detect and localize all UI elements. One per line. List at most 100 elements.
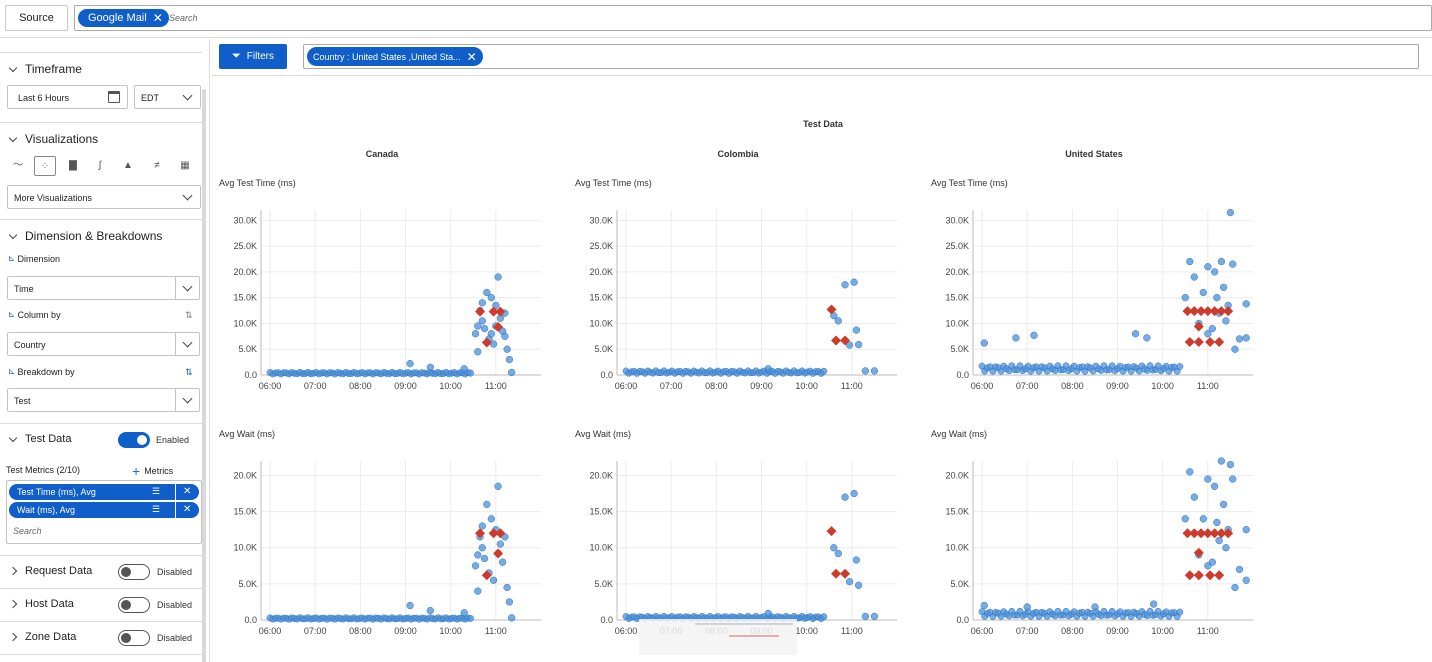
y-tick-label: 25.0K [589,241,613,251]
average-marker [1182,528,1193,539]
filter-input[interactable]: Country : United States ,United Sta... ✕ [303,44,1419,69]
data-point [1242,576,1250,584]
data-point [1131,330,1140,338]
visualizations-header[interactable]: Visualizations [8,132,98,146]
source-button[interactable]: Source [5,5,68,31]
data-point [503,583,511,592]
metrics-search-input[interactable]: Search [13,526,42,536]
filters-button[interactable]: ⏷ Filters [219,44,287,69]
data-point [1204,330,1212,338]
data-point [861,612,870,621]
more-visualizations-select[interactable]: More Visualizations [7,185,201,209]
y-tick-label: 0.0 [600,370,613,380]
close-icon[interactable]: ✕ [152,11,163,25]
data-point [834,317,842,325]
column-title: Colombia [717,149,759,159]
data-point [471,330,480,338]
data-point [841,493,849,501]
close-icon[interactable]: ✕ [466,49,477,64]
request-data-toggle[interactable] [118,564,150,580]
column-by-select[interactable]: Country [7,332,200,356]
minimap-thumbnail[interactable] [639,619,797,655]
bar-chart-icon[interactable]: ▇ [69,160,77,171]
stack-chart-icon[interactable]: ≠ [154,160,160,171]
area-chart-icon[interactable]: ▲ [123,160,133,171]
table-chart-icon[interactable]: ▦ [180,160,190,171]
chevron-down-icon [176,186,200,208]
add-metrics-button[interactable]: + Metrics [132,463,174,479]
dimension-label: ⊾ Dimension [8,253,61,264]
breakdown-by-select[interactable]: Test [7,388,200,412]
data-point [489,576,498,584]
sidebar-scrollbar[interactable] [202,89,206,662]
line-chart-icon[interactable]: 〜 [13,160,23,171]
data-point [467,614,474,622]
test-data-toggle[interactable] [118,432,150,448]
test-data-header[interactable]: Test Data [8,433,71,445]
y-tick-label: 0.0 [244,370,257,380]
data-point [1222,317,1230,325]
average-marker [1193,321,1204,332]
scatter-chart-icon[interactable]: ⁘ [34,156,56,176]
average-marker [1193,547,1204,558]
data-point [460,609,468,617]
average-marker [495,306,506,317]
timeframe-range-select[interactable]: Last 6 Hours [7,85,128,109]
filter-pill[interactable]: Country : United States ,United Sta... ✕ [307,47,483,66]
data-point [426,363,435,371]
data-point [1091,603,1099,611]
y-tick-label: 5.0K [950,579,969,589]
average-marker [1209,306,1220,317]
sort-icon[interactable]: ⇅ [185,310,193,320]
average-marker [1202,528,1213,539]
request-data-state: Disabled [157,567,193,577]
metric-pill-wait[interactable]: Wait (ms), Avg ☰ ✕ [9,502,199,518]
column-icon: ⊾ [8,309,16,319]
average-marker [1223,306,1234,317]
data-point [854,581,863,589]
timeframe-header[interactable]: Timeframe [8,62,82,76]
y-tick-label: 30.0K [233,215,257,225]
filters-label: Filters [246,51,275,62]
y-tick-label: 15.0K [589,293,613,303]
host-data-toggle[interactable] [118,597,150,613]
search-pill[interactable]: Google Mail ✕ [78,9,169,27]
metric-label: Wait (ms), Avg [17,505,76,515]
x-tick-label: 11:00 [841,626,863,636]
host-data-header[interactable]: Host Data [8,598,74,610]
zone-data-header[interactable]: Zone Data [8,631,76,643]
x-tick-label: 10:00 [1151,381,1174,391]
data-point [478,317,486,325]
timezone-value: EDT [141,93,159,103]
data-point [478,522,486,530]
plus-icon: + [132,463,141,479]
chevron-down-icon [8,433,18,442]
settings-sliders-icon[interactable]: ☰ [152,504,161,514]
average-marker [481,570,492,581]
data-point [1226,208,1235,217]
data-point [1231,345,1239,353]
settings-sliders-icon[interactable]: ☰ [152,486,161,496]
y-axis-label: Avg Test Time (ms) [575,178,652,188]
curve-chart-icon[interactable]: ∫ [98,160,102,171]
filter-pill-label: Country : United States ,United Sta... [313,51,461,62]
y-tick-label: 10.0K [945,318,969,328]
dimension-header[interactable]: Dimension & Breakdowns [8,229,162,243]
sort-icon[interactable]: ⇅ [185,367,193,377]
dimension-select[interactable]: Time [7,276,200,300]
average-marker [826,304,837,315]
close-icon[interactable]: ✕ [183,486,192,497]
data-point [505,355,514,364]
dimension-value: Time [14,284,34,294]
average-marker [1182,306,1193,317]
metric-pill-test-time[interactable]: Test Time (ms), Avg ☰ ✕ [9,484,199,500]
request-data-header[interactable]: Request Data [8,565,92,577]
timezone-select[interactable]: EDT [134,85,201,109]
zone-data-toggle[interactable] [118,630,150,646]
y-axis-label: Avg Wait (ms) [219,429,275,439]
search-input[interactable]: Google Mail ✕ Search [74,5,1432,31]
average-marker [1205,570,1216,581]
chevron-down-icon [175,389,199,411]
x-tick-label: 06:00 [971,626,994,636]
close-icon[interactable]: ✕ [183,504,192,515]
